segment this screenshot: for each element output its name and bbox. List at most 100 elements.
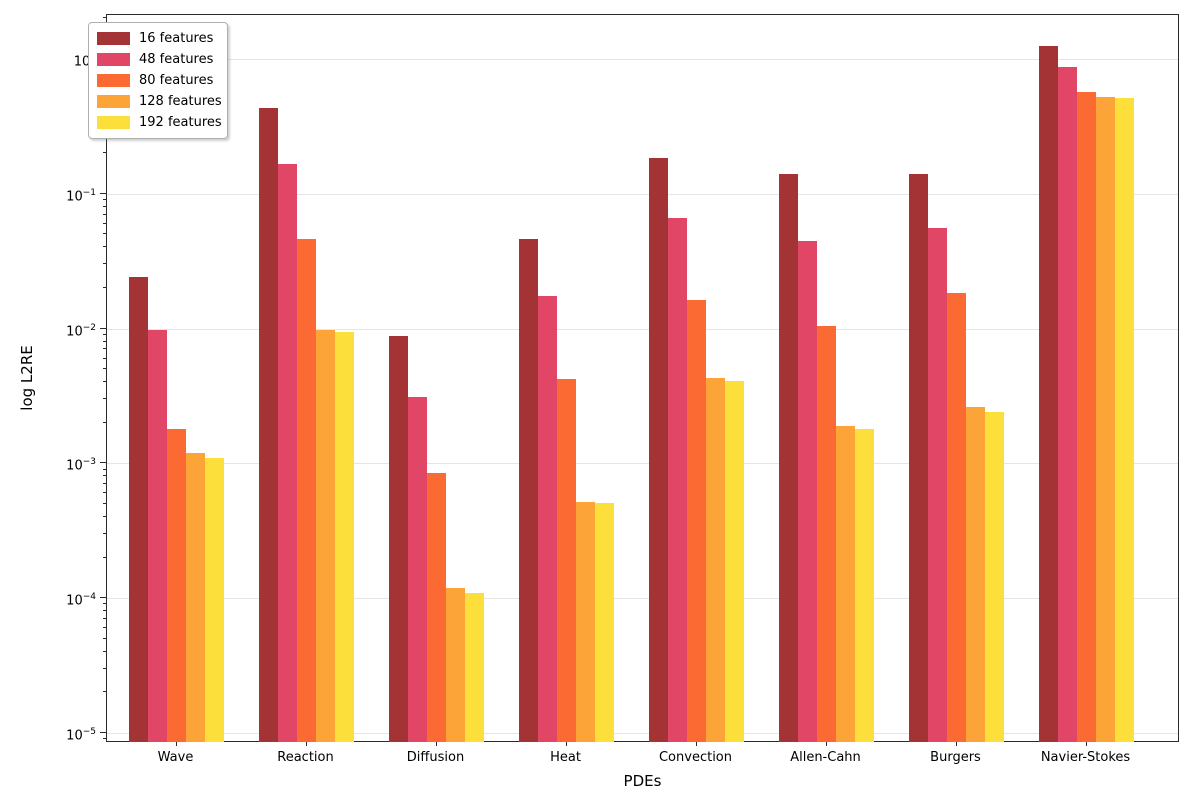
y-minor-tick — [103, 222, 106, 224]
y-minor-tick — [103, 152, 106, 154]
gridline — [107, 328, 1178, 330]
y-minor-tick — [103, 468, 106, 470]
bar-reaction-48-features — [278, 164, 297, 742]
y-minor-tick — [103, 738, 106, 740]
y-minor-tick — [103, 610, 106, 612]
bar-navier-stokes-16-features — [1039, 45, 1058, 742]
x-tick — [695, 742, 697, 746]
y-minor-tick — [103, 691, 106, 693]
bar-allen-cahn-16-features — [779, 174, 798, 742]
bar-burgers-128-features — [966, 407, 985, 742]
legend-label: 80 features — [139, 73, 214, 88]
bar-wave-48-features — [148, 330, 167, 742]
bar-diffusion-48-features — [408, 397, 427, 742]
y-minor-tick — [103, 357, 106, 359]
bar-convection-192-features — [725, 380, 744, 742]
bar-heat-48-features — [538, 295, 557, 742]
y-tick-label: 10−1 — [66, 187, 96, 205]
bar-burgers-48-features — [928, 227, 947, 742]
y-minor-tick — [103, 637, 106, 639]
x-tick — [825, 742, 827, 746]
bar-heat-128-features — [576, 501, 595, 742]
bar-navier-stokes-128-features — [1096, 97, 1115, 742]
x-tick — [175, 742, 177, 746]
y-minor-tick — [103, 198, 106, 200]
bar-diffusion-80-features — [427, 472, 446, 742]
y-minor-tick — [103, 246, 106, 248]
y-minor-tick — [103, 287, 106, 289]
bar-wave-192-features — [205, 457, 224, 742]
bar-reaction-128-features — [316, 330, 335, 742]
gridline — [107, 193, 1178, 195]
bar-wave-128-features — [186, 452, 205, 742]
bar-burgers-16-features — [909, 174, 928, 742]
gridline — [107, 59, 1178, 60]
x-tick-label: Allen-Cahn — [790, 750, 861, 765]
y-minor-tick — [103, 502, 106, 504]
y-minor-tick — [103, 398, 106, 400]
bar-reaction-192-features — [335, 331, 354, 742]
bar-convection-128-features — [706, 378, 725, 742]
y-minor-tick — [103, 483, 106, 485]
y-minor-tick — [103, 17, 106, 19]
y-minor-tick — [103, 618, 106, 620]
y-major-tick — [100, 327, 106, 329]
x-tick-label: Wave — [157, 750, 194, 765]
y-minor-tick — [103, 263, 106, 265]
y-axis-label: log L2RE — [18, 345, 36, 411]
bar-burgers-80-features — [947, 292, 966, 742]
legend-entry: 80 features — [97, 70, 227, 91]
bar-allen-cahn-48-features — [798, 240, 817, 742]
bar-heat-80-features — [557, 379, 576, 742]
x-tick — [435, 742, 437, 746]
y-minor-tick — [103, 492, 106, 494]
y-minor-tick — [103, 333, 106, 335]
bar-wave-80-features — [167, 428, 186, 742]
y-minor-tick — [103, 532, 106, 534]
plot-area — [106, 14, 1179, 742]
bar-diffusion-16-features — [389, 336, 408, 742]
legend-swatch-48-features — [97, 53, 130, 66]
gridline — [107, 463, 1178, 465]
y-minor-tick — [103, 348, 106, 350]
legend-swatch-16-features — [97, 32, 130, 45]
x-tick-label: Reaction — [277, 750, 334, 765]
legend-swatch-192-features — [97, 116, 130, 129]
x-tick-label: Convection — [658, 750, 732, 765]
y-tick-label: 100 — [73, 53, 96, 70]
y-minor-tick — [103, 205, 106, 207]
bar-allen-cahn-128-features — [836, 425, 855, 742]
x-tick-label: Burgers — [930, 750, 981, 765]
bar-allen-cahn-80-features — [817, 325, 836, 742]
legend: 16 features 48 features 80 features 128 … — [88, 22, 228, 139]
bar-diffusion-192-features — [465, 592, 484, 742]
legend-entry: 16 features — [97, 28, 227, 49]
x-tick-label: Navier-Stokes — [1040, 750, 1131, 765]
y-minor-tick — [103, 475, 106, 477]
legend-label: 128 features — [139, 94, 222, 109]
y-minor-tick — [103, 516, 106, 518]
x-tick-label: Heat — [550, 750, 581, 765]
y-minor-tick — [103, 340, 106, 342]
bar-convection-80-features — [687, 299, 706, 742]
bar-reaction-80-features — [297, 239, 316, 742]
y-minor-tick — [103, 368, 106, 370]
bar-heat-16-features — [519, 239, 538, 742]
y-minor-tick — [103, 627, 106, 629]
y-tick-label: 10−5 — [66, 727, 96, 744]
y-minor-tick — [103, 233, 106, 235]
bar-diffusion-128-features — [446, 587, 465, 742]
bar-allen-cahn-192-features — [855, 428, 874, 742]
legend-label: 16 features — [139, 31, 214, 46]
legend-entry: 48 features — [97, 49, 227, 70]
bar-burgers-192-features — [985, 412, 1004, 742]
y-tick-label: 10−2 — [66, 322, 96, 339]
y-minor-tick — [103, 556, 106, 558]
y-minor-tick — [103, 381, 106, 383]
x-tick — [955, 742, 957, 746]
y-minor-tick — [103, 603, 106, 605]
x-tick — [305, 742, 307, 746]
y-major-tick — [100, 462, 106, 464]
bar-navier-stokes-80-features — [1077, 91, 1096, 742]
x-tick-label: Diffusion — [406, 750, 465, 765]
